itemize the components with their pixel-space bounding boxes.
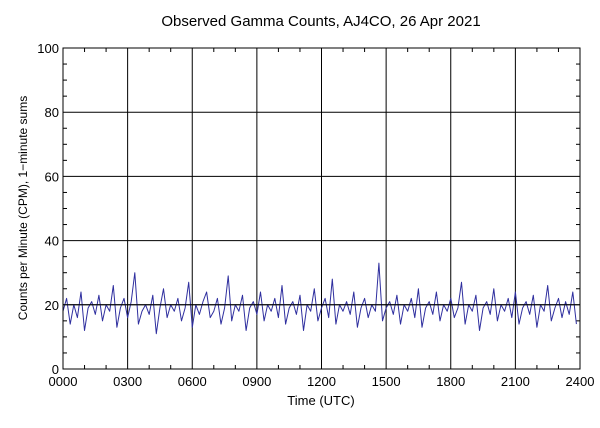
chart-title: Observed Gamma Counts, AJ4CO, 26 Apr 202… [161, 13, 480, 30]
y-tick-label: 80 [45, 105, 59, 120]
y-tick-label: 20 [45, 298, 59, 313]
data-series [62, 262, 577, 335]
series-line [62, 262, 577, 335]
y-axis-label: Counts per Minute (CPM), 1−minute sums [16, 96, 30, 320]
x-tick-label: 2100 [501, 374, 530, 389]
x-tick-label: 0600 [178, 374, 207, 389]
x-tick-label: 0000 [49, 374, 78, 389]
y-tick-label: 40 [45, 234, 59, 249]
y-tick-label: 100 [37, 41, 59, 56]
x-tick-label: 1500 [372, 374, 401, 389]
minor-ticks [63, 48, 580, 369]
y-tick-label: 60 [45, 169, 59, 184]
x-tick-label: 0900 [242, 374, 271, 389]
x-tick-label: 1200 [307, 374, 336, 389]
x-axis-label: Time (UTC) [287, 393, 354, 408]
grid-lines [63, 48, 580, 369]
x-tick-labels: 0000 0300 0600 0900 1200 1500 1800 2100 2400 [49, 374, 595, 389]
x-tick-label: 1800 [436, 374, 465, 389]
x-tick-label: 0300 [113, 374, 142, 389]
plot-frame [62, 47, 581, 370]
y-tick-label: 0 [52, 362, 59, 377]
y-tick-labels: 0 20 40 60 80 100 [37, 41, 59, 377]
x-tick-label: 2400 [566, 374, 595, 389]
